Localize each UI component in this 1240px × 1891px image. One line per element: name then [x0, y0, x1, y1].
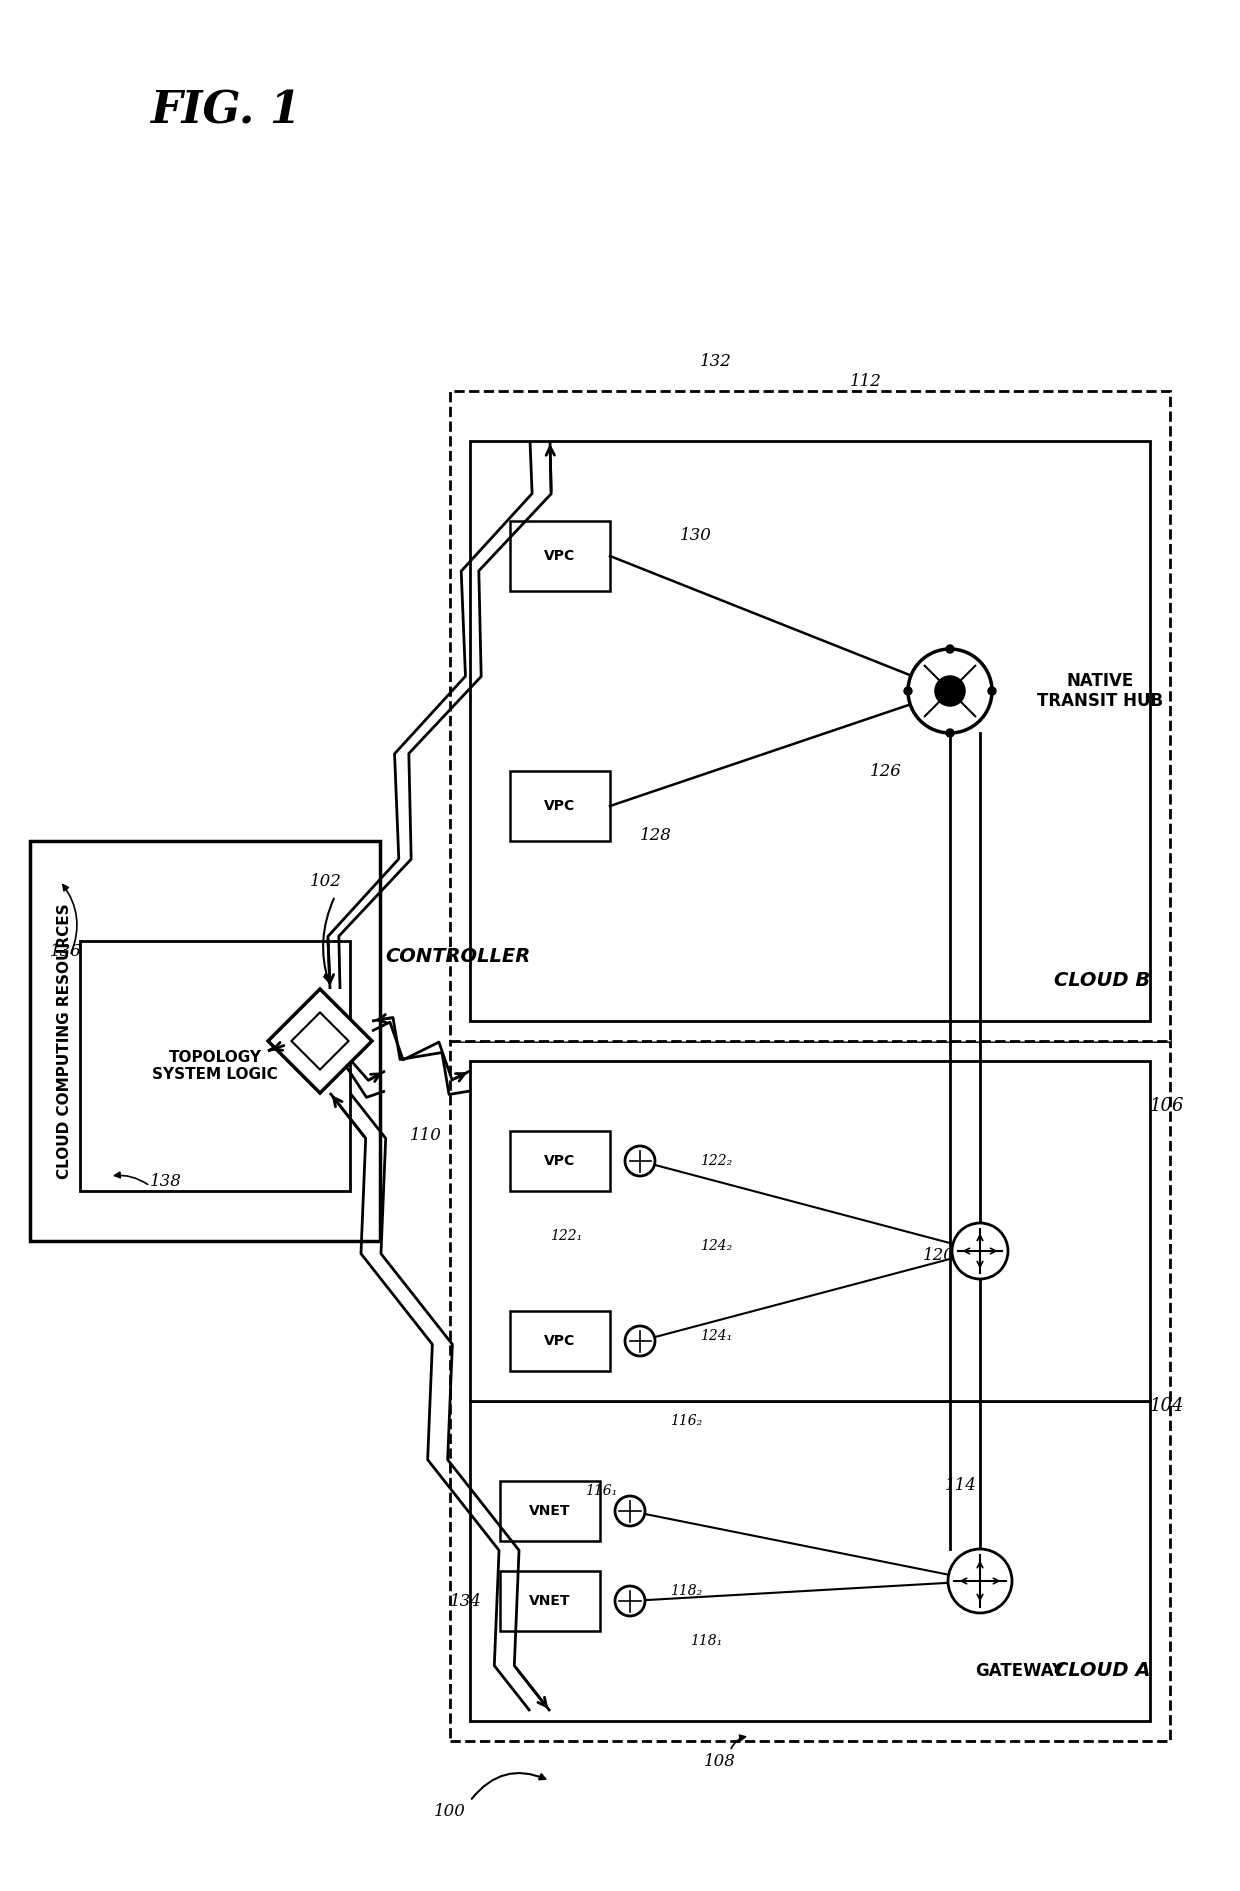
Text: 112: 112 — [849, 373, 882, 390]
FancyBboxPatch shape — [510, 772, 610, 841]
Circle shape — [988, 686, 996, 696]
Circle shape — [935, 677, 965, 705]
Text: 134: 134 — [450, 1592, 482, 1609]
Text: VPC: VPC — [544, 1154, 575, 1169]
Text: 124₁: 124₁ — [701, 1329, 733, 1343]
FancyBboxPatch shape — [510, 522, 610, 592]
FancyBboxPatch shape — [81, 942, 350, 1191]
Text: 108: 108 — [704, 1753, 735, 1770]
FancyBboxPatch shape — [500, 1571, 600, 1632]
Text: VPC: VPC — [544, 800, 575, 813]
Text: CLOUD A: CLOUD A — [1054, 1662, 1149, 1681]
Circle shape — [952, 1223, 1008, 1278]
Circle shape — [625, 1326, 655, 1356]
Text: 124₂: 124₂ — [701, 1239, 733, 1254]
Circle shape — [908, 649, 992, 734]
Text: 128: 128 — [640, 828, 672, 845]
FancyBboxPatch shape — [500, 1481, 600, 1541]
Circle shape — [949, 1549, 1012, 1613]
Text: 110: 110 — [410, 1127, 441, 1144]
Text: CONTROLLER: CONTROLLER — [384, 947, 531, 966]
Text: CLOUD B: CLOUD B — [1054, 972, 1149, 991]
Text: GATEWAY: GATEWAY — [976, 1662, 1065, 1679]
Bar — [490, 1420, 890, 1702]
FancyBboxPatch shape — [30, 841, 379, 1240]
FancyBboxPatch shape — [470, 1401, 1149, 1721]
Bar — [490, 1082, 910, 1380]
Text: 114: 114 — [945, 1477, 977, 1494]
Text: 106: 106 — [1149, 1097, 1184, 1116]
Text: 138: 138 — [150, 1172, 182, 1189]
FancyBboxPatch shape — [470, 441, 1149, 1021]
Circle shape — [946, 730, 954, 737]
Text: TOPOLOGY
SYSTEM LOGIC: TOPOLOGY SYSTEM LOGIC — [153, 1050, 278, 1082]
Text: 132: 132 — [701, 352, 732, 369]
Text: NATIVE
TRANSIT HUB: NATIVE TRANSIT HUB — [1037, 671, 1163, 711]
Text: VNET: VNET — [529, 1503, 570, 1518]
FancyBboxPatch shape — [510, 1131, 610, 1191]
Text: 100: 100 — [434, 1802, 466, 1819]
Text: 126: 126 — [870, 762, 901, 779]
Text: VPC: VPC — [544, 1333, 575, 1348]
Circle shape — [625, 1146, 655, 1176]
Text: 102: 102 — [310, 872, 342, 889]
Text: CLOUD COMPUTING RESOURCES: CLOUD COMPUTING RESOURCES — [57, 904, 72, 1178]
Text: 118₂: 118₂ — [670, 1585, 702, 1598]
Bar — [490, 461, 910, 1000]
Text: 122₁: 122₁ — [551, 1229, 583, 1242]
Circle shape — [615, 1587, 645, 1617]
Text: 116₂: 116₂ — [670, 1414, 702, 1428]
Text: 122₂: 122₂ — [701, 1154, 733, 1169]
Text: 136: 136 — [50, 942, 82, 959]
Bar — [450, 391, 1171, 1042]
FancyBboxPatch shape — [510, 1310, 610, 1371]
FancyBboxPatch shape — [470, 1061, 1149, 1401]
Text: 116₁: 116₁ — [585, 1484, 618, 1498]
Polygon shape — [291, 1012, 348, 1070]
Polygon shape — [268, 989, 372, 1093]
Bar — [450, 1042, 1171, 1742]
Circle shape — [615, 1496, 645, 1526]
Circle shape — [946, 645, 954, 652]
Text: VNET: VNET — [529, 1594, 570, 1607]
Text: FIG. 1: FIG. 1 — [150, 89, 301, 132]
Text: 120: 120 — [923, 1248, 955, 1265]
Text: VPC: VPC — [544, 548, 575, 564]
Text: 118₁: 118₁ — [689, 1634, 722, 1647]
Text: 130: 130 — [680, 528, 712, 545]
Text: 104: 104 — [1149, 1397, 1184, 1414]
Circle shape — [904, 686, 911, 696]
